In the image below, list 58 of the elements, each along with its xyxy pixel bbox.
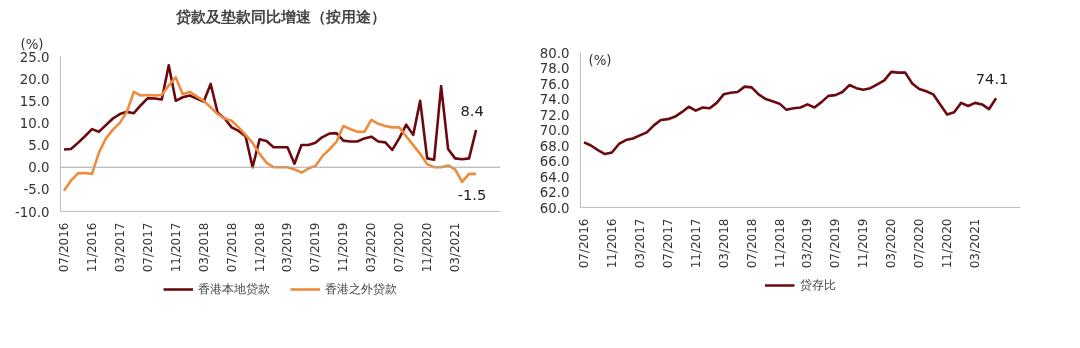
y-tick-label: 72.0: [539, 107, 570, 123]
y-tick-label: 0.0: [28, 160, 50, 176]
x-tick-label: 11/2019: [856, 218, 871, 269]
x-tick-label: 07/2016: [56, 222, 71, 273]
y-tick-label: 20.0: [19, 71, 50, 87]
y-tick-label: 66.0: [539, 154, 570, 169]
legend-label: 香港之外贷款: [325, 280, 397, 298]
x-tick-label: 07/2016: [576, 218, 591, 269]
x-tick-label: 03/2019: [280, 222, 295, 273]
y-axis-title: (%): [20, 36, 44, 52]
y-tick-label: 74.0: [539, 92, 570, 107]
y-tick-label: 64.0: [539, 169, 570, 185]
legend-label: 香港本地贷款: [198, 280, 270, 298]
x-tick-label: 03/2020: [364, 222, 379, 273]
y-tick-label: 78.0: [539, 61, 570, 76]
chart-title: 贷款及垫款同比增速（按用途）: [174, 7, 386, 25]
y-tick-label: 10.0: [19, 115, 50, 131]
x-tick-label: 11/2016: [84, 222, 99, 273]
data-label: 74.1: [975, 70, 1009, 88]
x-tick-label: 03/2021: [448, 222, 463, 273]
x-tick-label: 11/2016: [604, 218, 619, 269]
data-label: -1.5: [457, 185, 487, 203]
y-tick-label: -10.0: [15, 204, 50, 220]
data-label: 8.4: [460, 102, 484, 120]
x-tick-label: 03/2019: [800, 218, 815, 269]
legend-label: 贷存比: [799, 276, 836, 294]
x-tick-label: 07/2017: [140, 222, 155, 273]
x-tick-label: 03/2018: [716, 218, 731, 269]
x-tick-label: 03/2017: [632, 218, 647, 269]
x-tick-label: 03/2017: [112, 222, 127, 273]
y-tick-label: 68.0: [539, 138, 570, 154]
x-tick-label: 11/2018: [772, 218, 787, 269]
x-tick-label: 07/2019: [308, 222, 323, 273]
x-tick-label: 07/2018: [224, 222, 239, 273]
x-tick-label: 03/2018: [196, 222, 211, 273]
x-tick-label: 07/2018: [744, 218, 759, 269]
x-tick-label: 11/2019: [336, 222, 351, 273]
y-tick-label: 15.0: [19, 93, 50, 109]
x-tick-label: 11/2017: [688, 218, 703, 269]
x-tick-label: 11/2020: [940, 218, 955, 269]
x-tick-label: 07/2017: [660, 218, 675, 269]
x-tick-label: 07/2019: [828, 218, 843, 269]
y-tick-label: 25.0: [19, 49, 50, 65]
x-tick-label: 07/2020: [392, 222, 407, 273]
x-tick-label: 11/2017: [168, 222, 183, 273]
y-axis-title: (%): [588, 52, 612, 68]
y-tick-label: 76.0: [539, 76, 570, 92]
y-tick-label: 80.0: [539, 45, 570, 61]
x-tick-label: 03/2020: [884, 218, 899, 269]
x-tick-label: 03/2021: [968, 218, 983, 269]
y-tick-label: 5.0: [28, 138, 50, 154]
x-tick-label: 11/2018: [252, 222, 267, 273]
y-tick-label: 62.0: [539, 185, 570, 200]
y-tick-label: 70.0: [539, 123, 570, 138]
x-tick-label: 11/2020: [420, 222, 435, 273]
x-tick-label: 07/2020: [912, 218, 927, 269]
y-tick-label: 60.0: [539, 200, 570, 216]
y-tick-label: -5.0: [23, 182, 50, 198]
